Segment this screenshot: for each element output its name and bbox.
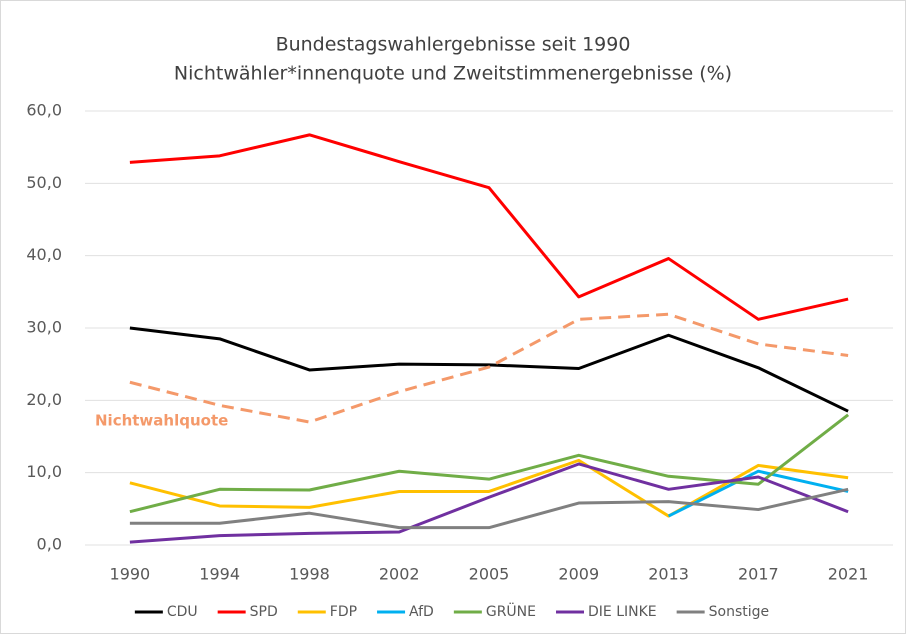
y-tick-label: 50,0 — [26, 173, 62, 192]
x-tick-label: 2009 — [558, 565, 599, 584]
legend-label: DIE LINKE — [588, 604, 657, 620]
chart-title: Bundestagswahlergebnisse seit 1990 — [276, 34, 631, 56]
x-tick-label: 2013 — [648, 565, 689, 584]
x-tick-label: 2017 — [738, 565, 779, 584]
legend-label: SPD — [250, 604, 278, 620]
x-tick-label: 1998 — [289, 565, 330, 584]
y-tick-label: 40,0 — [26, 245, 62, 264]
series-line — [129, 462, 849, 544]
y-tick-label: 60,0 — [26, 101, 62, 120]
y-tick-label: 0,0 — [37, 535, 62, 554]
y-tick-label: 30,0 — [26, 318, 62, 337]
series-annotation: Nichtwahlquote — [95, 412, 228, 430]
y-tick-label: 20,0 — [26, 390, 62, 409]
legend-label: GRÜNE — [486, 602, 536, 620]
series-line — [129, 326, 849, 413]
y-tick-label: 10,0 — [26, 462, 62, 481]
series-line — [129, 487, 849, 530]
series-line — [129, 312, 849, 424]
x-tick-label: 1990 — [110, 565, 151, 584]
legend-label: CDU — [167, 604, 198, 620]
chart-subtitle: Nichtwähler*innenquote und Zweitstimmene… — [174, 63, 732, 85]
legend-label: FDP — [330, 604, 357, 620]
series-line — [667, 469, 849, 518]
x-tick-label: 2021 — [828, 565, 869, 584]
legend-label: AfD — [409, 604, 434, 620]
x-tick-label: 2002 — [379, 565, 420, 584]
legend-label: Sonstige — [709, 604, 770, 620]
x-tick-label: 1994 — [199, 565, 240, 584]
series-line — [129, 133, 849, 321]
x-tick-label: 2005 — [469, 565, 510, 584]
